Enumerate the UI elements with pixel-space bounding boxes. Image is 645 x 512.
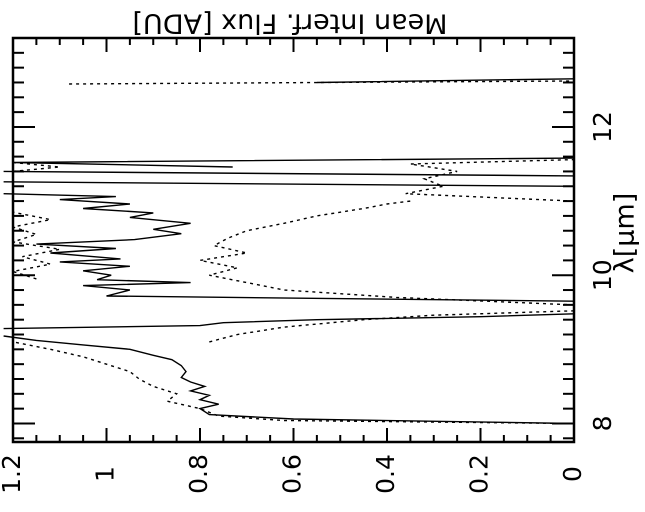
chart-frame (11, 36, 576, 444)
flux-tick-label: 0.8 (184, 454, 213, 494)
wavelength-tick-label: 8 (588, 416, 617, 432)
y-axis-title: Mean Interf. Flux [ADU] (132, 8, 447, 39)
x-axis-title: λ[μm] (610, 193, 641, 274)
tick-labels: 0 0.2 0.4 0.6 0.8 1 1.2 8 10 12 (0, 111, 617, 494)
flux-tick-label: 0.6 (278, 454, 307, 494)
flux-tick-label: 0 (558, 466, 587, 482)
flux-tick-label: 0.4 (371, 454, 400, 494)
flux-tick-label: 0.2 (465, 454, 494, 494)
tick-marks (12, 37, 575, 442)
wavelength-tick-label: 10 (588, 259, 617, 291)
series-layer (3, 78, 575, 425)
wavelength-tick-label: 12 (588, 111, 617, 143)
flux-tick-label: 1.2 (0, 454, 26, 494)
flux-tick-label: 1 (91, 466, 120, 482)
solid-series-line (3, 78, 575, 425)
dotted-series-line (12, 80, 575, 425)
